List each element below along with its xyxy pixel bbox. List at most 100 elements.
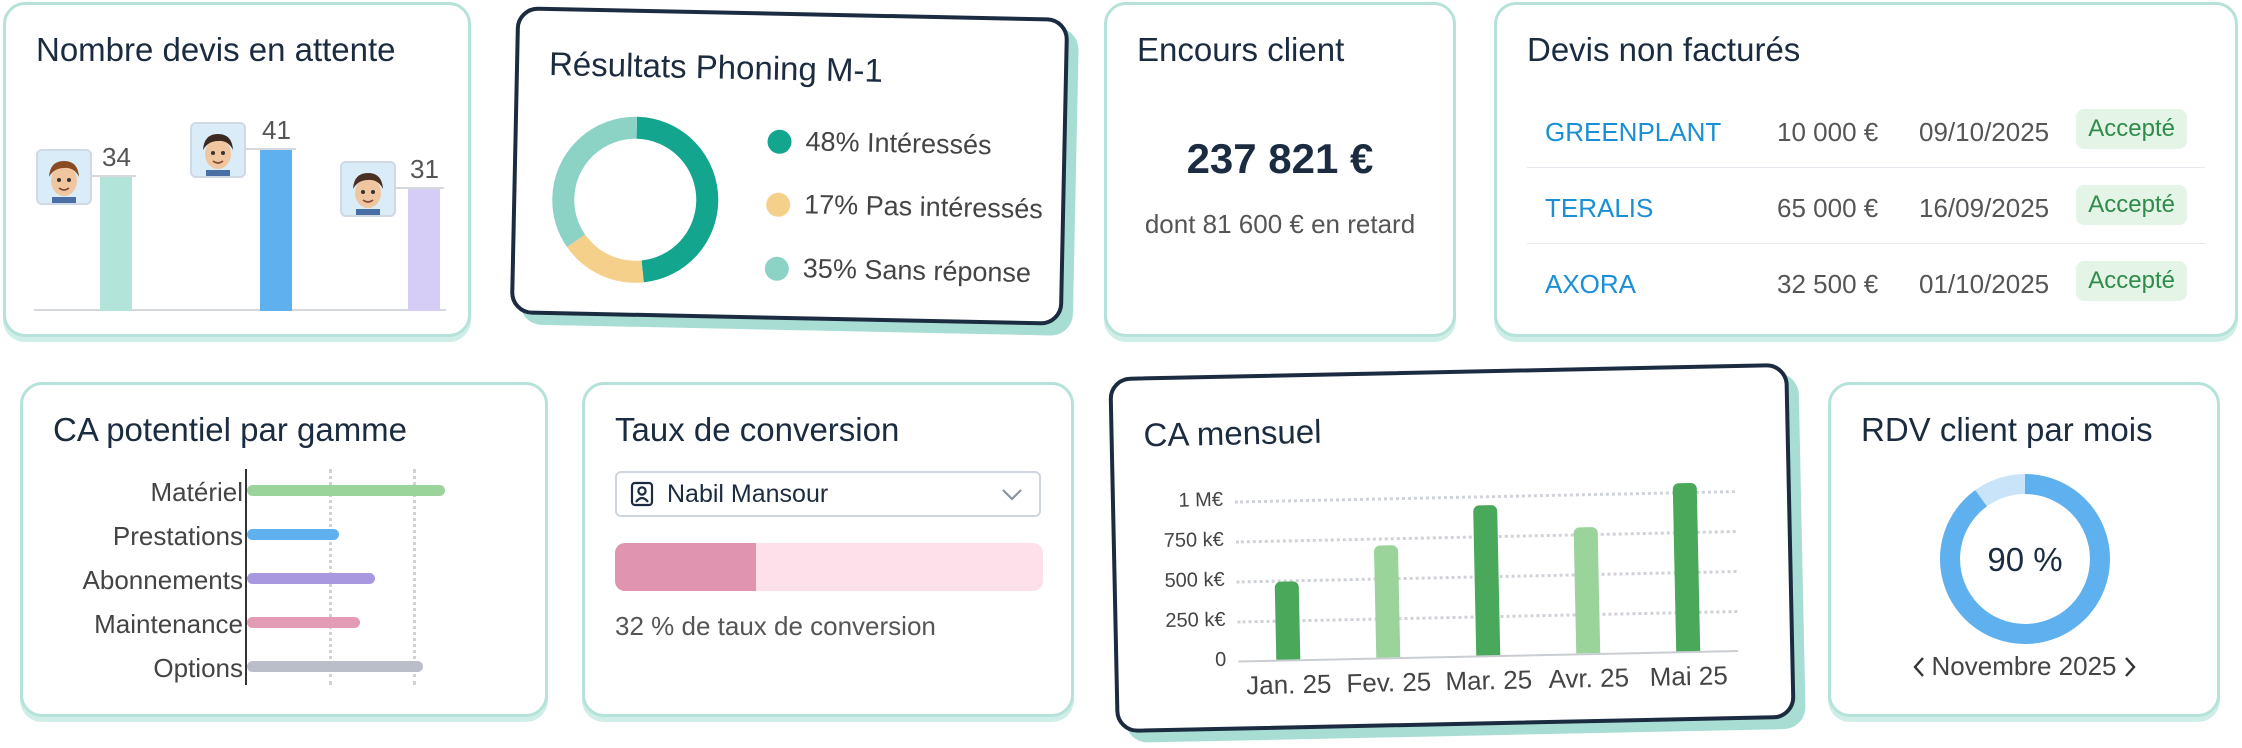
selected-user-name: Nabil Mansour bbox=[667, 480, 829, 508]
gamme-bar bbox=[247, 573, 375, 584]
y-tick-label: 500 k€ bbox=[1164, 568, 1225, 593]
month-bar bbox=[1373, 545, 1401, 658]
legend-item-interesses: 48% Intéressés bbox=[767, 126, 992, 162]
devis-bar bbox=[100, 177, 132, 311]
card-title: CA mensuel bbox=[1143, 412, 1322, 454]
card-title: Résultats Phoning M-1 bbox=[548, 44, 884, 89]
month-bar bbox=[1274, 580, 1301, 660]
legend-label: 35% Sans réponse bbox=[802, 253, 1032, 289]
card-ca-mensuel: CA mensuel 0 250 k€ 500 k€ 750 k€ 1 M€ Jan. 2… bbox=[1108, 362, 1796, 734]
status-badge: Accepté bbox=[2076, 109, 2187, 149]
avatar-man-beard bbox=[340, 161, 396, 217]
donut-slice-pas-interesses bbox=[552, 116, 719, 283]
x-tick-label: Jan. 25 bbox=[1245, 668, 1332, 701]
devis-date: 16/09/2025 bbox=[1919, 193, 2050, 223]
client-name[interactable]: TERALIS bbox=[1545, 193, 1654, 223]
bar-marker-line bbox=[86, 175, 136, 177]
gamme-bar bbox=[247, 661, 423, 672]
legend-item-pas-interesses: 17% Pas intéressés bbox=[765, 189, 1044, 226]
devis-count: 31 bbox=[410, 154, 439, 184]
legend-label: 48% Intéressés bbox=[805, 126, 992, 161]
devis-bar bbox=[260, 150, 292, 311]
month-bar bbox=[1573, 526, 1601, 654]
legend-dot bbox=[764, 256, 790, 281]
card-title: CA potentiel par gamme bbox=[53, 411, 408, 448]
x-tick-label: Mar. 25 bbox=[1445, 664, 1533, 697]
rdv-ring-chart bbox=[1940, 474, 2110, 644]
devis-count: 41 bbox=[262, 115, 291, 145]
card-title: Nombre devis en attente bbox=[36, 31, 396, 68]
devis-date: 01/10/2025 bbox=[1919, 269, 2050, 299]
month-bar bbox=[1672, 482, 1701, 652]
conversion-progress-bar bbox=[615, 543, 1043, 591]
y-tick-label: 250 k€ bbox=[1165, 608, 1226, 633]
chart-baseline bbox=[34, 309, 446, 311]
gamme-bar-chart bbox=[245, 469, 515, 685]
y-tick-label: 750 k€ bbox=[1163, 528, 1225, 553]
devis-amount: 10 000 € bbox=[1777, 117, 1879, 147]
gamme-bar bbox=[247, 617, 360, 628]
card-title: Taux de conversion bbox=[615, 411, 900, 448]
gamme-label: Options bbox=[153, 653, 243, 683]
devis-date: 09/10/2025 bbox=[1919, 117, 2050, 147]
grid-line bbox=[1234, 490, 1735, 504]
client-name[interactable]: GREENPLANT bbox=[1545, 117, 1722, 147]
x-tick-label: Fev. 25 bbox=[1346, 666, 1432, 699]
gamme-bar bbox=[247, 485, 445, 496]
bar-marker-line bbox=[246, 148, 296, 150]
status-badge: Accepté bbox=[2076, 185, 2187, 225]
grid-line bbox=[413, 469, 416, 685]
legend-label: 17% Pas intéressés bbox=[803, 189, 1044, 225]
card-encours-client: Encours client 237 821 € dont 81 600 € e… bbox=[1104, 2, 1456, 337]
gamme-label: Abonnements bbox=[82, 565, 243, 595]
avatar-woman-glasses bbox=[190, 122, 246, 178]
x-tick-label: Mai 25 bbox=[1649, 660, 1729, 692]
legend-dot bbox=[767, 129, 792, 154]
card-resultats-phoning: Résultats Phoning M-1 48% Intéressés 17%… bbox=[509, 6, 1070, 326]
table-row[interactable]: AXORA 32 500 € 01/10/2025 Accepté bbox=[1527, 245, 2205, 319]
user-select[interactable]: Nabil Mansour bbox=[615, 471, 1041, 517]
chevron-down-icon bbox=[1002, 489, 1022, 501]
card-title: Devis non facturés bbox=[1527, 31, 1801, 68]
bar-marker-line bbox=[394, 187, 444, 189]
table-row[interactable]: GREENPLANT 10 000 € 09/10/2025 Accepté bbox=[1527, 93, 2205, 168]
client-name[interactable]: AXORA bbox=[1545, 269, 1637, 299]
card-devis-non-factures: Devis non facturés GREENPLANT 10 000 € 0… bbox=[1494, 2, 2238, 337]
gamme-label: Maintenance bbox=[94, 609, 243, 639]
user-icon bbox=[630, 481, 654, 507]
x-tick-label: Avr. 25 bbox=[1548, 662, 1630, 695]
conversion-caption: 32 % de taux de conversion bbox=[615, 611, 936, 641]
rdv-percent: 90 % bbox=[1987, 541, 2063, 578]
y-tick-label: 0 bbox=[1214, 648, 1227, 671]
encours-amount: 237 821 € bbox=[1186, 135, 1374, 182]
month-navigator: Novembre 2025 bbox=[1831, 651, 2217, 682]
phoning-donut-chart bbox=[552, 116, 719, 283]
gamme-bar bbox=[247, 529, 339, 540]
devis-count: 34 bbox=[102, 142, 131, 172]
table-row[interactable]: TERALIS 65 000 € 16/09/2025 Accepté bbox=[1527, 169, 2205, 244]
chevron-right-icon[interactable] bbox=[2123, 656, 2137, 678]
encours-retard: dont 81 600 € en retard bbox=[1144, 209, 1416, 239]
month-label: Novembre 2025 bbox=[1931, 651, 2117, 681]
gamme-labels: Matériel Prestations Abonnements Mainten… bbox=[43, 477, 243, 697]
y-tick-label: 1 M€ bbox=[1178, 488, 1224, 512]
ca-mensuel-bar-chart: 0 250 k€ 500 k€ 750 k€ 1 M€ Jan. 25 Fev. 25 Mar… bbox=[1134, 464, 1759, 717]
card-rdv-client: RDV client par mois 90 % Novembre 2025 bbox=[1828, 382, 2220, 717]
card-title: RDV client par mois bbox=[1861, 411, 2153, 448]
devis-amount: 32 500 € bbox=[1777, 269, 1879, 299]
legend-dot bbox=[765, 192, 791, 217]
devis-attente-chart: 34 41 31 bbox=[34, 105, 446, 311]
donut-slice-interesses bbox=[552, 116, 719, 283]
ring-progress bbox=[1940, 474, 2110, 644]
conversion-progress-fill bbox=[615, 543, 757, 591]
devis-amount: 65 000 € bbox=[1777, 193, 1879, 223]
card-taux-conversion: Taux de conversion Nabil Mansour 32 % de… bbox=[582, 382, 1074, 717]
devis-bar bbox=[408, 189, 440, 311]
avatar-man-brown-hair bbox=[36, 149, 92, 205]
card-title: Encours client bbox=[1137, 31, 1345, 68]
gamme-label: Matériel bbox=[150, 477, 243, 507]
status-badge: Accepté bbox=[2076, 261, 2187, 301]
card-devis-en-attente: Nombre devis en attente 34 41 31 bbox=[3, 2, 471, 337]
month-bar bbox=[1473, 504, 1501, 656]
chevron-left-icon[interactable] bbox=[1912, 656, 1926, 678]
